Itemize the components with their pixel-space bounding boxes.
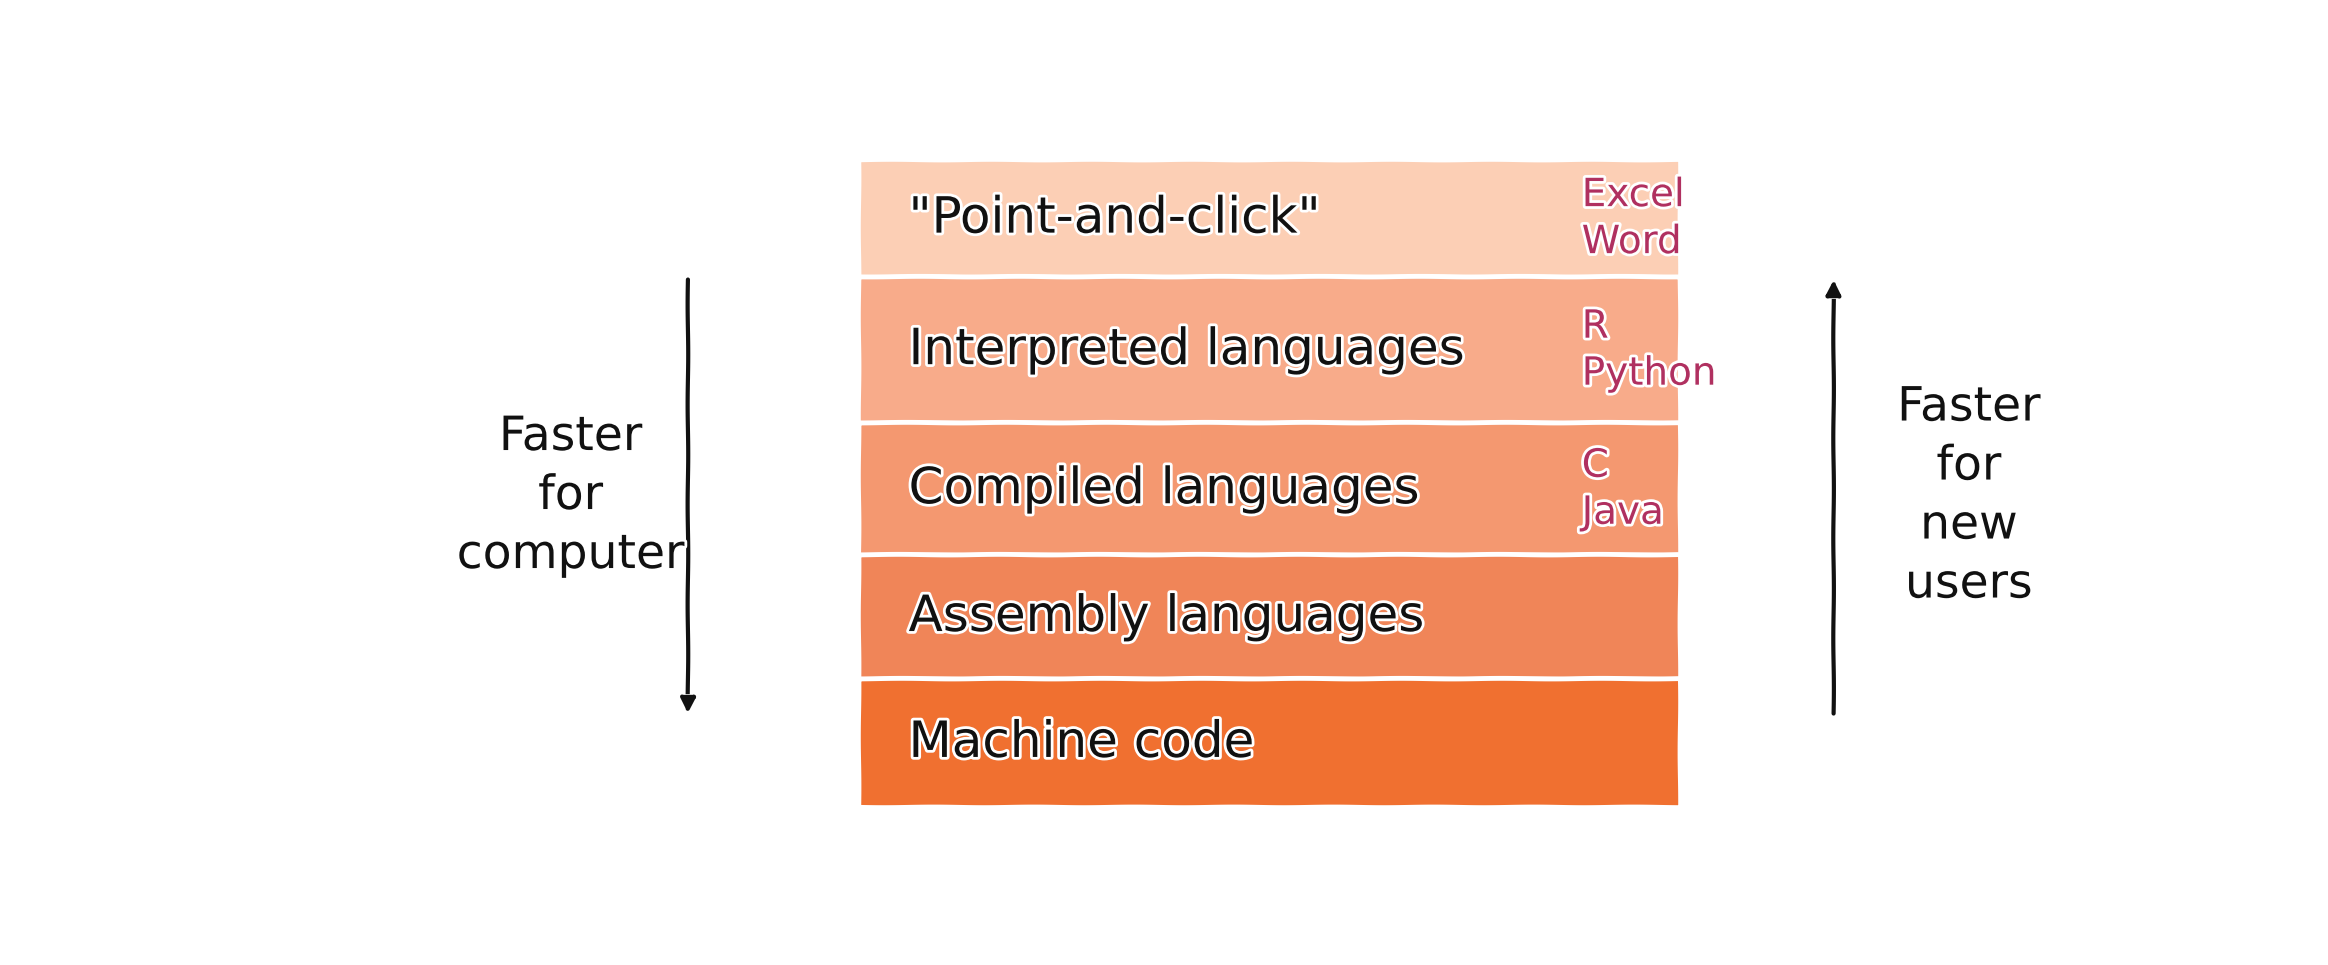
Text: Assembly languages: Assembly languages bbox=[908, 593, 1425, 641]
Text: C
Java: C Java bbox=[1581, 447, 1665, 532]
Text: Interpreted languages: Interpreted languages bbox=[908, 326, 1464, 374]
Text: Compiled languages: Compiled languages bbox=[908, 465, 1420, 513]
Bar bbox=[859, 555, 1681, 679]
Text: Faster
for
new
users: Faster for new users bbox=[1897, 386, 2042, 608]
Bar bbox=[859, 679, 1681, 807]
Text: Excel
Word: Excel Word bbox=[1581, 177, 1685, 262]
Bar bbox=[859, 424, 1681, 555]
Text: Machine code: Machine code bbox=[908, 719, 1255, 767]
Bar bbox=[859, 160, 1681, 277]
Text: Faster
for
computer: Faster for computer bbox=[456, 415, 684, 578]
Bar bbox=[859, 277, 1681, 424]
Text: R
Python: R Python bbox=[1581, 308, 1716, 393]
Text: "Point-and-click": "Point-and-click" bbox=[908, 195, 1320, 242]
